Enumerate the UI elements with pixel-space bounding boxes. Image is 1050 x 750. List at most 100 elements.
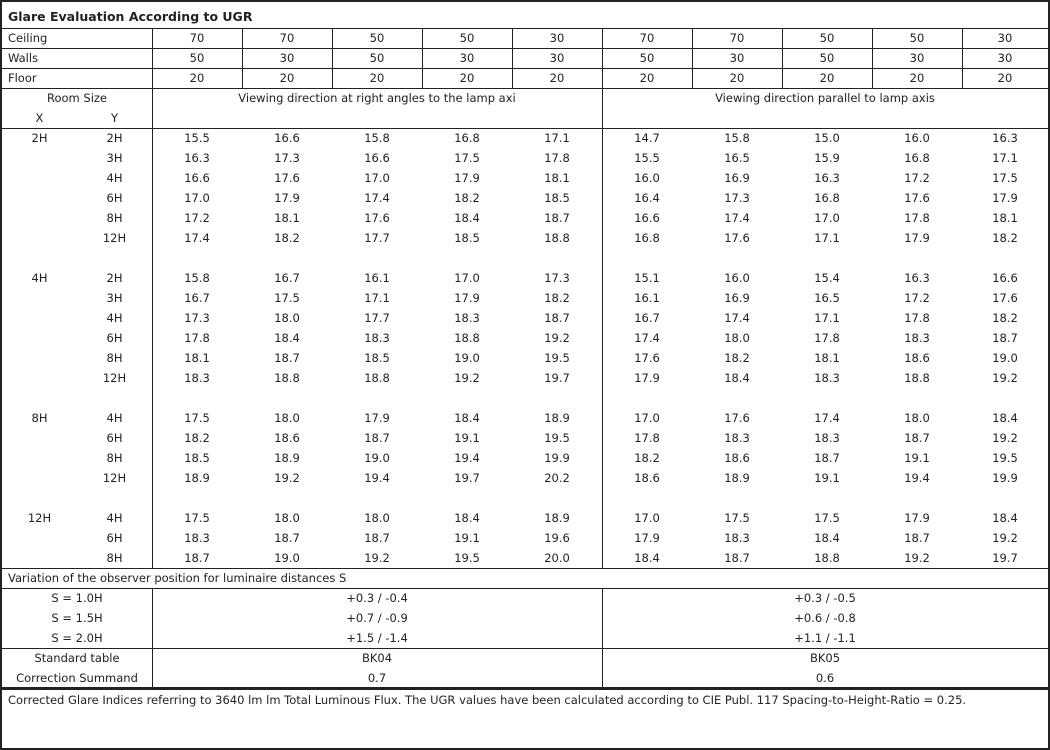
ugr-value: 17.9 (454, 171, 480, 185)
ugr-value: 18.4 (992, 411, 1018, 425)
variation-perpendicular: +0.7 / -0.9 (346, 611, 408, 625)
ugr-value: 16.6 (992, 271, 1018, 285)
ugr-value: 18.8 (544, 231, 570, 245)
reflectance-value: 20 (909, 71, 925, 85)
variation-parallel: +0.3 / -0.5 (794, 591, 856, 605)
ugr-value: 19.4 (904, 471, 930, 485)
room-y-value: 12H (102, 471, 127, 485)
ugr-value: 17.4 (724, 311, 750, 325)
ugr-value: 16.4 (634, 191, 660, 205)
room-y-value: 6H (106, 531, 123, 545)
ugr-value: 17.1 (364, 291, 390, 305)
ugr-value: 16.6 (634, 211, 660, 225)
reflectance-value: 30 (549, 31, 565, 45)
ugr-value: 16.6 (364, 151, 390, 165)
room-y-value: 4H (106, 411, 123, 425)
row-divider (2, 588, 1048, 589)
ugr-value: 18.9 (724, 471, 750, 485)
room-y-header: Y (110, 111, 119, 125)
room-y-value: 8H (106, 211, 123, 225)
standard-parallel: BK05 (809, 651, 841, 665)
ugr-value: 16.7 (184, 291, 210, 305)
reflectance-value: 50 (189, 51, 205, 65)
row-divider (2, 128, 1048, 129)
ugr-value: 18.7 (814, 451, 840, 465)
reflectance-value: 20 (819, 71, 835, 85)
variation-perpendicular: +0.3 / -0.4 (346, 591, 408, 605)
variation-title: Variation of the observer position for l… (8, 571, 347, 585)
ugr-value: 18.7 (904, 431, 930, 445)
ugr-value: 16.5 (814, 291, 840, 305)
ugr-value: 19.9 (544, 451, 570, 465)
ugr-value: 19.9 (992, 471, 1018, 485)
room-x-value: 8H (31, 411, 48, 425)
parallel-header: Viewing direction parallel to lamp axis (715, 91, 935, 105)
ugr-value: 18.9 (274, 451, 300, 465)
reflectance-value: 70 (189, 31, 205, 45)
ugr-value: 18.2 (992, 231, 1018, 245)
ugr-value: 19.1 (454, 431, 480, 445)
reflectance-value: 30 (997, 31, 1013, 45)
column-divider (152, 88, 153, 568)
column-divider (242, 28, 243, 88)
ugr-value: 14.7 (634, 131, 660, 145)
ugr-value: 18.4 (724, 371, 750, 385)
variation-parallel: +0.6 / -0.8 (794, 611, 856, 625)
ugr-value: 17.0 (454, 271, 480, 285)
ugr-value: 17.3 (544, 271, 570, 285)
ugr-value: 17.5 (724, 511, 750, 525)
standard-perpendicular: BK04 (361, 651, 393, 665)
ugr-value: 17.9 (454, 291, 480, 305)
row-divider (0, 0, 1050, 2)
ugr-value: 15.9 (814, 151, 840, 165)
ugr-value: 15.1 (634, 271, 660, 285)
reflectance-value: 30 (459, 51, 475, 65)
column-divider (602, 588, 603, 688)
correction-label: Correction Summand (16, 671, 138, 685)
variation-label: S = 1.0H (51, 591, 103, 605)
ugr-value: 20.0 (544, 551, 570, 565)
room-y-value: 2H (106, 271, 123, 285)
ugr-value: 17.4 (634, 331, 660, 345)
ugr-value: 16.1 (634, 291, 660, 305)
ugr-value: 18.4 (992, 511, 1018, 525)
ugr-value: 18.3 (364, 331, 390, 345)
ugr-value: 18.8 (814, 551, 840, 565)
ugr-value: 16.3 (992, 131, 1018, 145)
ugr-value: 19.5 (544, 351, 570, 365)
reflectance-value: 30 (549, 51, 565, 65)
ugr-value: 17.7 (364, 231, 390, 245)
ugr-value: 15.8 (364, 131, 390, 145)
ugr-value: 16.9 (724, 171, 750, 185)
ugr-value: 17.0 (184, 191, 210, 205)
variation-label: S = 2.0H (51, 631, 103, 645)
column-divider (512, 28, 513, 88)
ugr-value: 17.5 (274, 291, 300, 305)
ugr-value: 17.9 (992, 191, 1018, 205)
ugr-value: 17.7 (364, 311, 390, 325)
ugr-value: 15.4 (814, 271, 840, 285)
ugr-value: 18.2 (454, 191, 480, 205)
row-divider (2, 68, 1048, 69)
reflectance-value: 30 (909, 51, 925, 65)
ugr-value: 18.9 (184, 471, 210, 485)
ugr-value: 18.3 (184, 531, 210, 545)
perpendicular-header: Viewing direction at right angles to the… (238, 91, 516, 105)
ugr-value: 16.8 (904, 151, 930, 165)
variation-label: S = 1.5H (51, 611, 103, 625)
reflectance-value: 70 (639, 31, 655, 45)
reflectance-value: 50 (819, 31, 835, 45)
ugr-value: 18.3 (454, 311, 480, 325)
ugr-value: 18.4 (454, 211, 480, 225)
reflectance-value: 70 (279, 31, 295, 45)
ugr-value: 16.1 (364, 271, 390, 285)
column-divider (152, 588, 153, 688)
ugr-value: 18.2 (992, 311, 1018, 325)
reflectance-label: Ceiling (8, 31, 48, 45)
ugr-value: 17.4 (184, 231, 210, 245)
column-divider (602, 88, 603, 568)
room-size-header: Room Size (46, 91, 107, 105)
column-divider (0, 0, 2, 750)
ugr-value: 19.0 (274, 551, 300, 565)
ugr-value: 17.2 (184, 211, 210, 225)
